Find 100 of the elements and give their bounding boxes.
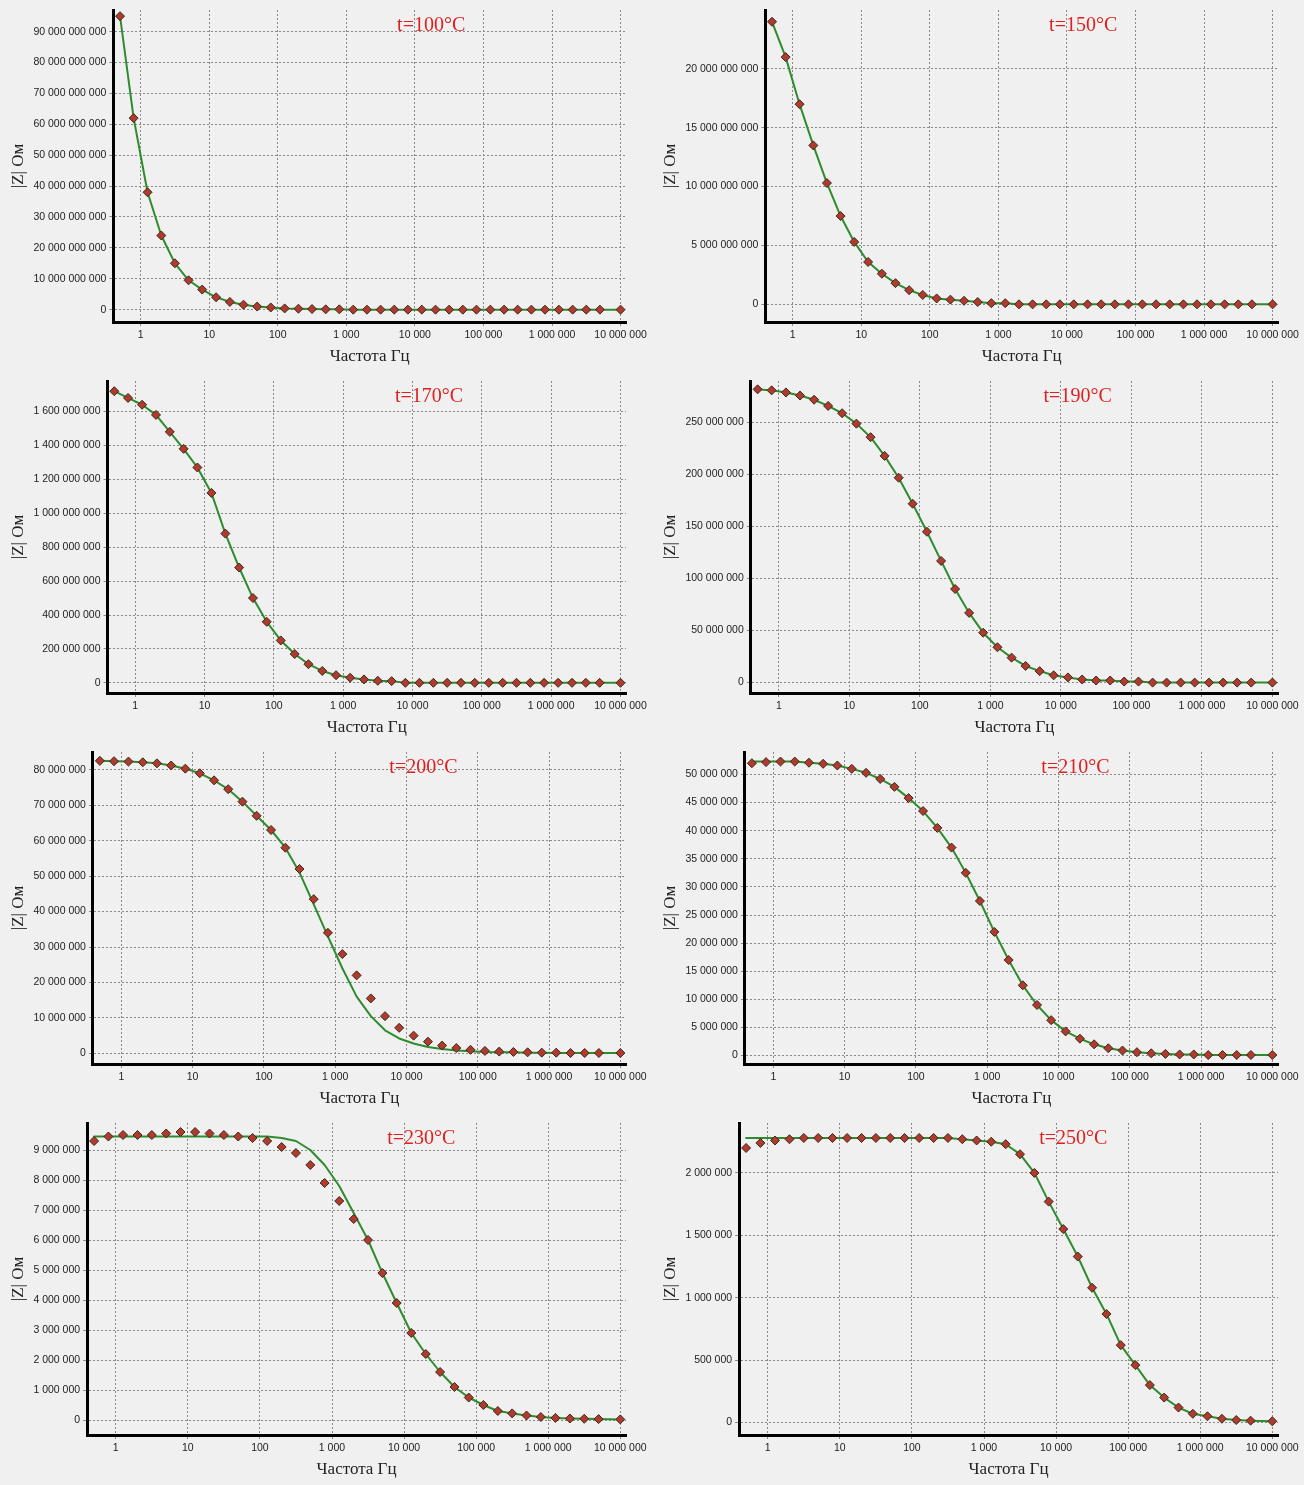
point xyxy=(164,426,175,437)
point xyxy=(1017,980,1028,991)
point xyxy=(890,278,901,289)
point xyxy=(579,1048,590,1059)
point xyxy=(457,304,468,315)
x-tick-label: 100 xyxy=(921,328,939,341)
point xyxy=(183,275,194,286)
point xyxy=(567,304,578,315)
x-tick-label: 10 xyxy=(838,1070,851,1083)
point xyxy=(1151,299,1162,310)
x-tick-label: 1 000 000 xyxy=(527,699,575,712)
point xyxy=(151,409,162,420)
y-axis-title: |Z| Ом xyxy=(659,885,679,931)
point xyxy=(539,677,550,688)
point xyxy=(789,756,800,767)
point xyxy=(1087,1282,1098,1293)
point xyxy=(218,1130,229,1140)
x-tick-label: 1 000 xyxy=(977,699,1004,712)
point xyxy=(1174,1049,1185,1060)
x-tick-label: 1 000 000 xyxy=(524,1441,572,1454)
point xyxy=(1000,298,1011,309)
point xyxy=(265,302,276,313)
point xyxy=(1130,1360,1141,1371)
point xyxy=(386,676,397,687)
x-tick-label: 10 000 xyxy=(390,1070,423,1083)
point xyxy=(936,555,947,566)
point xyxy=(899,1132,910,1143)
x-tick-label: 10 xyxy=(186,1070,199,1083)
x-axis-title: Частота Гц xyxy=(971,1088,1052,1108)
x-tick-label: 10 xyxy=(855,328,868,341)
point xyxy=(465,1044,476,1055)
y-tick-label: 6 000 000 xyxy=(33,1232,81,1245)
x-tick-label: 100 xyxy=(255,1070,273,1083)
x-tick-label: 10 000 xyxy=(396,699,429,712)
point xyxy=(593,1048,604,1059)
point xyxy=(1144,1380,1155,1391)
x-tick-label: 10 000 xyxy=(1050,328,1084,341)
x-tick-label: 10 000 000 xyxy=(594,328,647,341)
point xyxy=(103,1131,114,1142)
x-tick-label: 1 000 xyxy=(333,328,360,341)
point xyxy=(1217,1050,1228,1061)
chart-title: t=200°C xyxy=(389,755,458,778)
y-tick-label: 40 000 000 xyxy=(33,904,87,917)
point xyxy=(1115,1340,1126,1351)
y-tick-label: 40 000 000 xyxy=(685,823,739,836)
point xyxy=(497,677,508,688)
point xyxy=(863,256,874,267)
point xyxy=(128,113,139,124)
point xyxy=(1202,1411,1213,1422)
point xyxy=(89,1136,100,1146)
point xyxy=(775,756,786,767)
point xyxy=(766,385,777,396)
y-tick-label: 50 000 000 xyxy=(691,623,744,636)
point xyxy=(279,303,290,314)
y-tick-label: 30 000 000 xyxy=(685,879,739,892)
point xyxy=(521,1410,532,1421)
point xyxy=(540,304,550,315)
point xyxy=(1231,1050,1242,1061)
point xyxy=(918,806,929,817)
y-tick-label: 30 000 000 xyxy=(33,939,87,952)
point xyxy=(1034,666,1045,677)
point xyxy=(1054,299,1065,310)
x-tick-label: 10 000 xyxy=(398,328,432,341)
point xyxy=(422,1036,433,1047)
point xyxy=(478,1400,489,1410)
point xyxy=(169,258,180,269)
x-tick-label: 1 000 xyxy=(318,1441,346,1454)
point xyxy=(957,1134,968,1145)
y-tick-label: 10 000 000 xyxy=(33,1010,87,1023)
x-tick-label: 1 000 xyxy=(974,1070,1001,1083)
x-tick-label: 1 000 000 xyxy=(525,1070,573,1083)
point xyxy=(319,1178,330,1188)
point xyxy=(917,289,928,300)
x-tick-label: 100 000 xyxy=(458,1070,497,1083)
point xyxy=(391,1298,402,1308)
x-tick-label: 1 000 000 xyxy=(1180,328,1228,341)
y-tick-label: 500 000 xyxy=(694,1353,733,1366)
point xyxy=(1041,299,1052,310)
chart-title: t=230°C xyxy=(387,1126,456,1149)
point xyxy=(551,1047,562,1058)
point xyxy=(1203,1050,1214,1061)
y-tick-label: 1 000 000 xyxy=(685,1290,733,1303)
x-tick-label: 10 000 000 xyxy=(1246,1070,1299,1083)
point xyxy=(1043,1196,1054,1207)
point xyxy=(1020,660,1031,671)
point xyxy=(803,757,814,768)
point xyxy=(808,140,819,151)
y-tick-label: 150 000 000 xyxy=(685,519,744,532)
point xyxy=(237,796,248,807)
point xyxy=(1003,955,1014,965)
point xyxy=(137,757,148,768)
point xyxy=(1203,677,1214,688)
y-tick-label: 400 000 000 xyxy=(42,607,101,620)
x-tick-label: 10 000 000 xyxy=(594,1441,647,1454)
point xyxy=(1123,299,1134,310)
point xyxy=(1105,675,1116,686)
point xyxy=(1077,674,1088,685)
point xyxy=(960,867,971,878)
point xyxy=(746,758,757,769)
y-tick-label: 80 000 000 000 xyxy=(33,55,107,68)
